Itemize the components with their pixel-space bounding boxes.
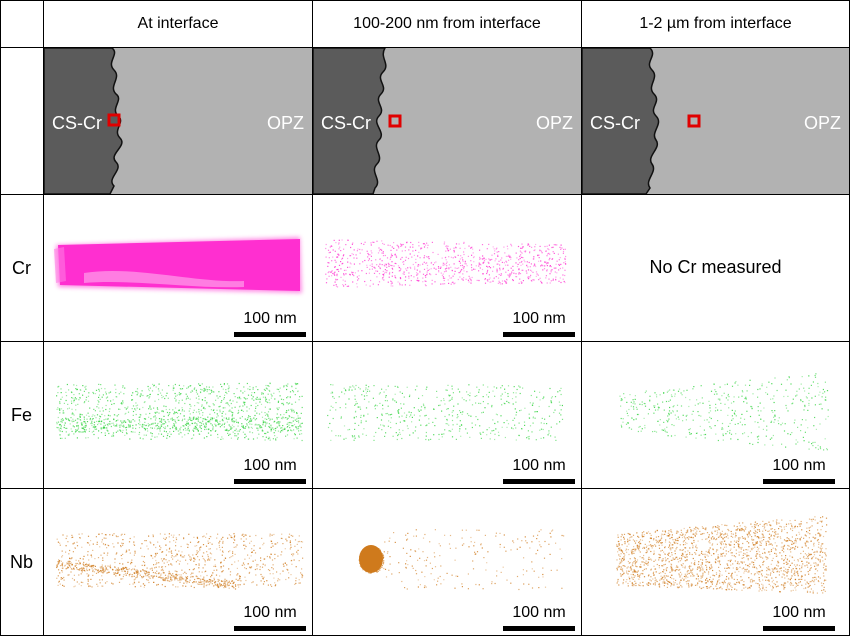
point-cloud: [325, 239, 567, 288]
fe-map-1-2um: [582, 342, 849, 488]
column-header-at-interface: At interface: [137, 14, 219, 32]
grid-line: [43, 0, 44, 636]
fe-map-at-interface: [44, 342, 312, 488]
scale-bar-line: [503, 479, 575, 484]
scale-bar: 100 nm: [503, 457, 575, 485]
analysis-location-marker: [388, 114, 402, 128]
scale-bar-line: [763, 626, 835, 631]
column-header-100-200nm: 100-200 nm from interface: [353, 14, 541, 32]
point-cloud: [327, 384, 564, 441]
scale-bar-label: 100 nm: [243, 457, 297, 474]
cr-1-2um-no-data: No Cr measured: [582, 195, 849, 341]
row-label-cr: Cr: [12, 257, 31, 278]
opz-label: OPZ: [803, 113, 841, 133]
analysis-location-marker: [687, 114, 701, 128]
no-cr-measured-text: No Cr measured: [649, 257, 782, 277]
row-label-fe: Fe: [10, 404, 32, 425]
fe-map-100-200nm: [313, 342, 581, 488]
opz-label: OPZ: [266, 113, 304, 133]
grid-line: [0, 341, 850, 342]
scale-bar: 100 nm: [234, 604, 306, 632]
scale-bar: 100 nm: [763, 457, 835, 485]
point-cloud: [56, 533, 304, 590]
grid-line: [0, 194, 850, 195]
grid-line: [581, 0, 582, 636]
schematic-at-interface: CS-Cr OPZ: [44, 48, 312, 194]
nb-cluster: [359, 545, 383, 573]
scale-bar-line: [503, 626, 575, 631]
row-label-nb: Nb: [9, 551, 33, 572]
scale-bar-label: 100 nm: [243, 604, 297, 621]
cs-cr-label: CS-Cr: [590, 113, 640, 133]
nb-map-1-2um: [582, 489, 849, 635]
schematic-100-200nm: CS-Cr OPZ: [313, 48, 581, 194]
scale-bar: 100 nm: [234, 457, 306, 485]
nb-map-100-200nm: [313, 489, 581, 635]
point-cloud: [619, 373, 829, 451]
grid-line: [0, 47, 850, 48]
cr-map-at-interface: [44, 195, 312, 341]
point-cloud: [56, 382, 303, 442]
scale-bar: 100 nm: [763, 604, 835, 632]
cs-cr-label: CS-Cr: [321, 113, 371, 133]
scale-bar: 100 nm: [234, 310, 306, 338]
point-cloud: [358, 529, 565, 591]
scale-bar-label: 100 nm: [772, 604, 826, 621]
cs-cr-label: CS-Cr: [52, 113, 102, 133]
analysis-location-marker: [107, 113, 121, 127]
column-header-1-2um: 1-2 µm from interface: [639, 14, 792, 32]
grid-line: [0, 0, 850, 1]
scale-bar: 100 nm: [503, 604, 575, 632]
grid-line: [0, 488, 850, 489]
scale-bar-line: [234, 332, 306, 337]
scale-bar-line: [763, 479, 835, 484]
grid-line: [312, 0, 313, 636]
scale-bar-label: 100 nm: [772, 457, 826, 474]
scale-bar-label: 100 nm: [512, 310, 566, 327]
scale-bar-line: [234, 626, 306, 631]
scale-bar-line: [234, 479, 306, 484]
scale-bar: 100 nm: [503, 310, 575, 338]
scale-bar-label: 100 nm: [512, 604, 566, 621]
scale-bar-label: 100 nm: [512, 457, 566, 474]
nb-map-at-interface: [44, 489, 312, 635]
scale-bar-line: [503, 332, 575, 337]
cr-map-100-200nm: [313, 195, 581, 341]
scale-bar-label: 100 nm: [243, 310, 297, 327]
schematic-1-2um: CS-Cr OPZ: [582, 48, 849, 194]
opz-label: OPZ: [535, 113, 573, 133]
point-cloud: [616, 516, 828, 594]
grid-line: [0, 0, 1, 636]
